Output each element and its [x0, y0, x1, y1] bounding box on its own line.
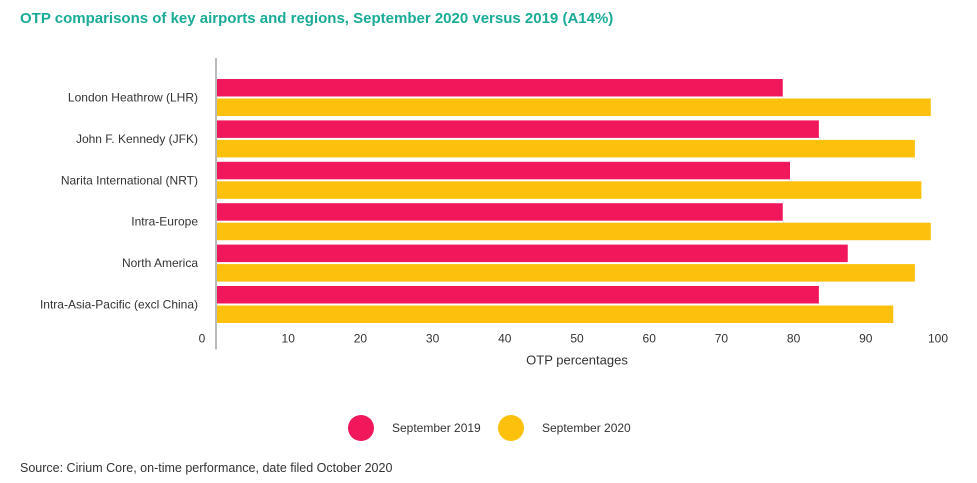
- bar-intra-asia-pacific-excl-china-september-2019: [217, 286, 819, 304]
- x-axis-title: OTP percentages: [526, 352, 628, 367]
- x-tick-50: 50: [570, 331, 584, 345]
- bars-group: [217, 79, 931, 323]
- bar-john-f-kennedy-jfk-september-2020: [217, 139, 915, 158]
- legend-label-september-2020: September 2020: [542, 421, 631, 435]
- bar-narita-international-nrt-september-2020: [217, 181, 922, 199]
- x-tick-70: 70: [715, 331, 729, 345]
- bar-chart: London Heathrow (LHR) John F. Kennedy (JF…: [40, 58, 949, 367]
- x-tick-10: 10: [282, 331, 296, 345]
- x-tick-0: 0: [199, 331, 206, 345]
- x-tick-40: 40: [498, 331, 512, 345]
- legend-label-september-2019: September 2019: [392, 421, 481, 435]
- category-labels: London Heathrow (LHR) John F. Kennedy (JF…: [40, 91, 198, 312]
- bar-london-heathrow-lhr-september-2020: [217, 98, 931, 116]
- bar-intra-europe-september-2020: [217, 222, 931, 241]
- bar-north-america-september-2020: [217, 264, 915, 282]
- bar-london-heathrow-lhr-september-2019: [217, 79, 783, 97]
- x-tick-20: 20: [354, 331, 368, 345]
- bar-john-f-kennedy-jfk-september-2019: [217, 120, 819, 138]
- x-tick-100: 100: [928, 331, 948, 345]
- legend-swatch-september-2020: [498, 415, 524, 441]
- bar-intra-europe-september-2019: [217, 203, 783, 221]
- bar-intra-asia-pacific-excl-china-september-2020: [217, 305, 894, 323]
- x-tick-90: 90: [859, 331, 873, 345]
- x-tick-80: 80: [787, 331, 801, 345]
- category-label-north-america: North America: [122, 256, 198, 270]
- x-tick-labels: 0 10 20 30 40 50 60 70 80 90 100: [199, 331, 949, 345]
- category-label-intra-asia-pacific-excl-china: Intra-Asia-Pacific (excl China): [40, 298, 198, 312]
- x-tick-60: 60: [643, 331, 657, 345]
- category-label-narita-international-nrt: Narita International (NRT): [61, 173, 198, 187]
- source-note: Source: Cirium Core, on-time performance…: [20, 461, 393, 475]
- x-tick-30: 30: [426, 331, 440, 345]
- legend-swatch-september-2019: [348, 415, 374, 441]
- category-label-john-f-kennedy-jfk: John F. Kennedy (JFK): [76, 132, 198, 146]
- legend-item-september-2020: September 2020: [498, 415, 631, 441]
- category-label-intra-europe: Intra-Europe: [131, 215, 198, 229]
- legend: September 2019 September 2020: [0, 415, 977, 449]
- bar-narita-international-nrt-september-2019: [217, 161, 790, 180]
- chart-title: OTP comparisons of key airports and regi…: [20, 10, 614, 27]
- legend-item-september-2019: September 2019: [348, 415, 481, 441]
- bar-north-america-september-2019: [217, 244, 848, 263]
- category-label-london-heathrow-lhr: London Heathrow (LHR): [68, 91, 198, 105]
